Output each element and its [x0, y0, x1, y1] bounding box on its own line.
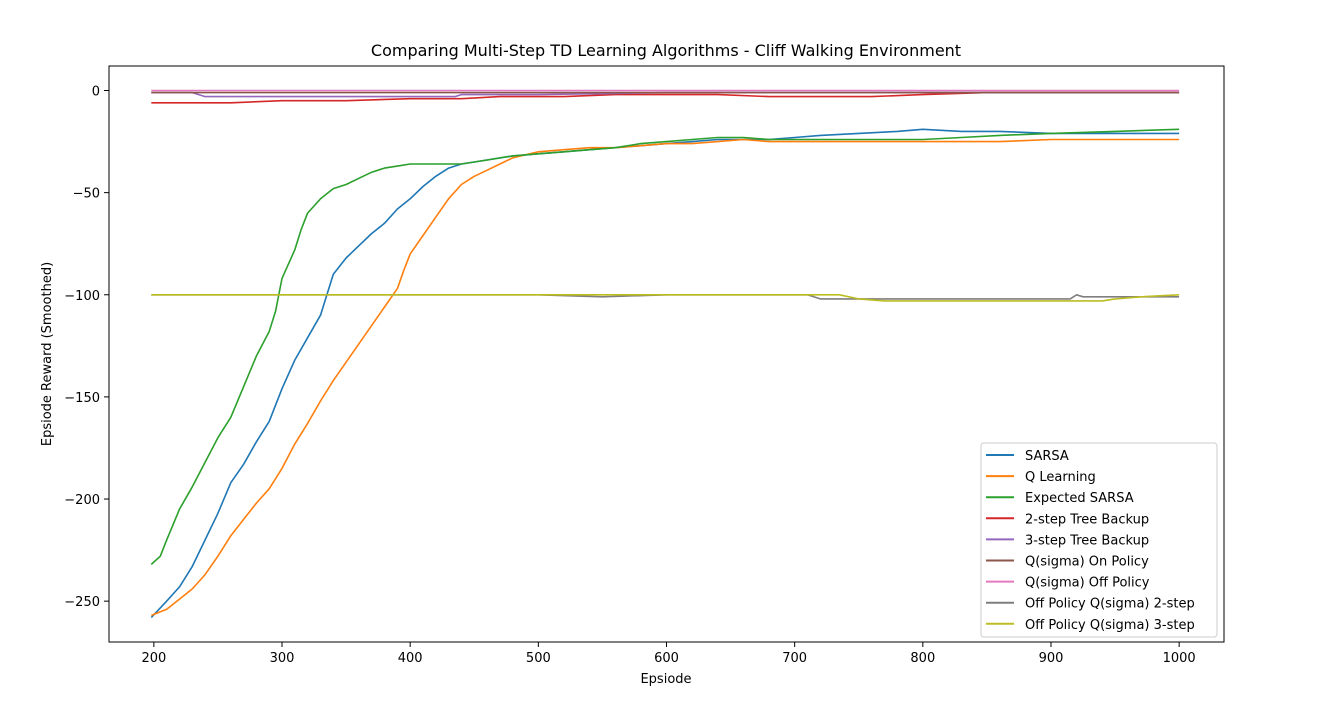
- legend-label: Q Learning: [1025, 470, 1096, 485]
- legend-box: [980, 442, 1218, 638]
- legend-label: Q(sigma) On Policy: [1025, 555, 1149, 570]
- x-tick-label: 200: [141, 651, 166, 666]
- x-axis: 200 300 400 500 600 700 800 900 1000: [141, 642, 1196, 666]
- x-tick-label: 700: [782, 651, 807, 666]
- y-axis: 0 −50 −100 −150 −200 −250: [64, 85, 109, 610]
- legend-label: 2-step Tree Backup: [1025, 512, 1149, 527]
- x-tick-label: 600: [654, 651, 679, 666]
- legend: SARSA Q Learning Expected SARSA 2-step Tree…: [980, 442, 1218, 638]
- legend-label: SARSA: [1025, 449, 1069, 464]
- x-tick-label: 1000: [1163, 651, 1196, 666]
- y-tick-label: 0: [92, 85, 100, 100]
- x-tick-label: 800: [910, 651, 935, 666]
- legend-label: Expected SARSA: [1025, 491, 1134, 506]
- y-tick-label: −100: [64, 289, 100, 304]
- series-line-1: [150, 128, 1180, 619]
- y-tick-label: −250: [64, 595, 100, 610]
- legend-label: Off Policy Q(sigma) 2-step: [1025, 597, 1195, 612]
- series-line-3: [150, 128, 1180, 565]
- legend-label: 3-step Tree Backup: [1025, 533, 1149, 548]
- series-line-9: [151, 293, 1180, 302]
- y-tick-label: −200: [64, 493, 100, 508]
- chart-title: Comparing Multi-Step TD Learning Algorit…: [371, 41, 961, 60]
- legend-label: Off Policy Q(sigma) 3-step: [1025, 618, 1195, 633]
- series-line-2: [151, 138, 1180, 617]
- y-tick-label: −150: [64, 391, 100, 406]
- x-tick-label: 900: [1039, 651, 1064, 666]
- legend-label: Q(sigma) Off Policy: [1025, 576, 1150, 591]
- y-tick-label: −50: [73, 187, 100, 202]
- y-axis-label: Epsiode Reward (Smoothed): [40, 262, 55, 446]
- x-tick-label: 500: [526, 651, 551, 666]
- series-lines: [150, 89, 1180, 619]
- x-tick-label: 400: [398, 651, 423, 666]
- x-axis-label: Epsiode: [640, 672, 691, 687]
- x-tick-label: 300: [270, 651, 295, 666]
- series-line-4: [151, 91, 1180, 104]
